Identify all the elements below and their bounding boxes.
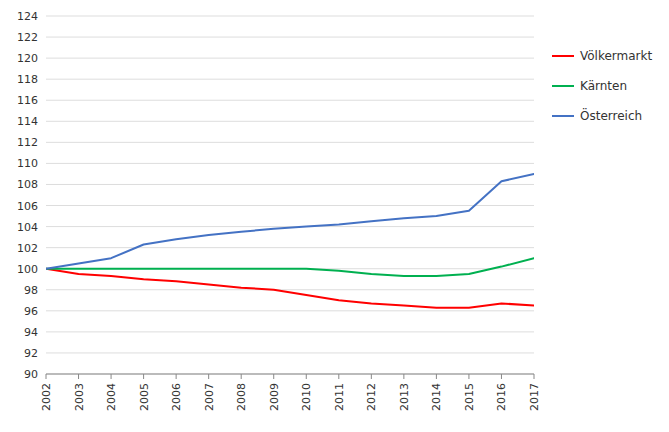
y-tick-label: 122 [17, 31, 38, 44]
x-tick-label: 2014 [430, 383, 443, 411]
x-tick [143, 374, 144, 379]
grid-line [46, 184, 534, 185]
x-tick [338, 374, 339, 379]
grid-line [46, 121, 534, 122]
legend-label: Völkermarkt [580, 49, 653, 63]
grid-line [46, 331, 534, 332]
x-tick-label: 2003 [73, 383, 86, 411]
grid-line [46, 374, 534, 375]
x-tick-label: 2002 [40, 383, 53, 411]
y-tick-label: 96 [24, 305, 38, 318]
grid-line [46, 37, 534, 38]
y-tick-label: 106 [17, 200, 38, 213]
x-tick-label: 2006 [170, 383, 183, 411]
legend-label: Österreich [580, 107, 642, 123]
y-tick-label: 94 [24, 326, 38, 339]
y-grid [46, 16, 534, 374]
y-tick-label: 100 [17, 263, 38, 276]
x-tick-label: 2016 [495, 383, 508, 411]
y-tick-label: 104 [17, 221, 38, 234]
legend-swatch [552, 115, 574, 117]
x-tick-label: 2004 [105, 383, 118, 411]
x-tick [501, 374, 502, 379]
grid-line [46, 163, 534, 164]
y-tick-label: 92 [24, 347, 38, 360]
y-tick-label: 108 [17, 178, 38, 191]
x-tick-label: 2011 [333, 383, 346, 411]
grid-line [46, 289, 534, 290]
grid-line [46, 205, 534, 206]
grid-line [46, 247, 534, 248]
x-tick [371, 374, 372, 379]
x-tick [241, 374, 242, 379]
x-tick [468, 374, 469, 379]
grid-line [46, 142, 534, 143]
x-tick [111, 374, 112, 379]
y-tick-label: 90 [24, 368, 38, 381]
y-tick-label: 98 [24, 284, 38, 297]
y-tick-label: 114 [17, 115, 38, 128]
x-tick [78, 374, 79, 379]
grid-line [46, 352, 534, 353]
x-tick [403, 374, 404, 379]
x-tick [306, 374, 307, 379]
lines [46, 174, 534, 308]
x-tick [46, 374, 47, 379]
y-tick-label: 116 [17, 94, 38, 107]
x-tick-label: 2005 [138, 383, 151, 411]
x-tick-label: 2013 [398, 383, 411, 411]
x-tick-label: 2017 [528, 383, 541, 411]
x-axis-line [46, 374, 534, 375]
x-tick [273, 374, 274, 379]
y-tick-label: 120 [17, 52, 38, 65]
x-tick-label: 2012 [365, 383, 378, 411]
chart-container: 90 92 94 96 98 100 102 104 106 108 110 112 114 116 118… [0, 0, 669, 432]
x-tick [436, 374, 437, 379]
chart-svg: 90 92 94 96 98 100 102 104 106 108 110 112 114 116 118… [0, 0, 669, 432]
grid-line [46, 310, 534, 311]
grid-line [46, 16, 534, 17]
grid-line [46, 58, 534, 59]
legend-swatch [552, 55, 574, 57]
x-tick-label: 2009 [268, 383, 281, 411]
legend: Völkermarkt Kärnten Österreich [552, 49, 653, 123]
x-tick [208, 374, 209, 379]
x-ticks: 2002 2003 2004 2005 2006 2007 2008 2009 2010 2011… [40, 374, 541, 411]
y-tick-label: 110 [17, 157, 38, 170]
grid-line [46, 100, 534, 101]
series-line [46, 258, 534, 276]
y-tick-label: 124 [17, 10, 38, 23]
series-line [46, 174, 534, 269]
grid-line [46, 79, 534, 80]
y-tick-labels: 90 92 94 96 98 100 102 104 106 108 110 112 114 116 118… [17, 10, 38, 381]
x-tick [534, 374, 535, 379]
y-tick-label: 102 [17, 242, 38, 255]
x-tick-label: 2007 [203, 383, 216, 411]
x-tick-label: 2015 [463, 383, 476, 411]
x-tick [176, 374, 177, 379]
y-tick-label: 112 [17, 136, 38, 149]
legend-swatch [552, 85, 574, 87]
x-tick-label: 2010 [300, 383, 313, 411]
y-tick-label: 118 [17, 73, 38, 86]
legend-label: Kärnten [580, 79, 627, 93]
x-tick-label: 2008 [235, 383, 248, 411]
